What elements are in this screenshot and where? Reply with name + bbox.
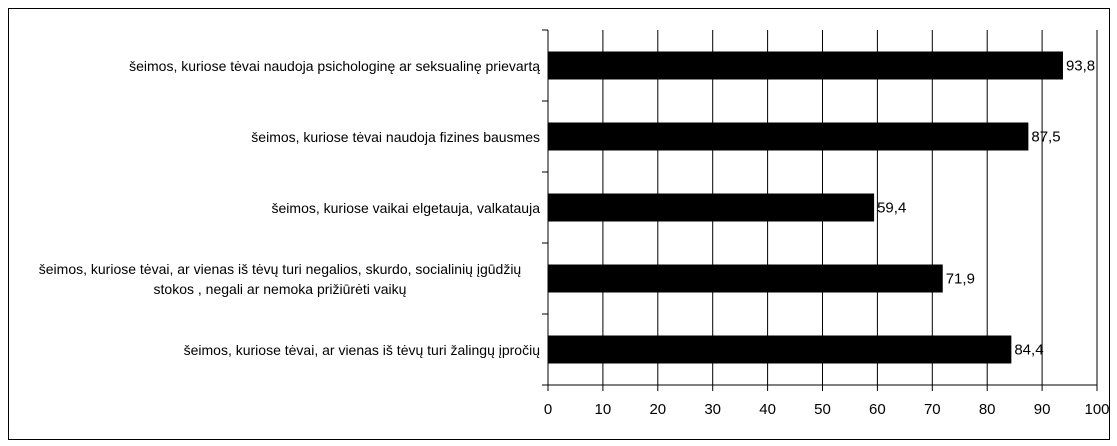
x-tick-label: 90 [1034, 401, 1051, 418]
x-tick-label: 30 [704, 401, 721, 418]
y-tick-label: šeimos, kuriose tėvai naudoja fizines ba… [251, 128, 540, 145]
category-label-box: šeimos, kuriose tėvai, ar vienas iš tėvų… [10, 249, 540, 309]
value-label: 71,9 [946, 270, 975, 287]
x-tick-label: 20 [649, 401, 666, 418]
y-tick-label: šeimos, kuriose tėvai naudoja psichologi… [129, 57, 540, 74]
frame [8, 8, 1110, 440]
value-label: 59,4 [877, 199, 906, 216]
x-tick-label: 60 [869, 401, 886, 418]
bar [548, 193, 875, 222]
x-tick-label: 10 [595, 401, 612, 418]
value-label: 93,8 [1066, 57, 1095, 74]
y-tick-label: šeimos, kuriose vaikai elgetauja, valkat… [271, 199, 540, 216]
x-tick-label: 100 [1084, 401, 1109, 418]
y-tick-label: šeimos, kuriose tėvai, ar vienas iš tėvų… [38, 260, 522, 297]
bar [548, 51, 1063, 80]
y-tick-label: šeimos, kuriose tėvai, ar vienas iš tėvų… [183, 341, 540, 358]
x-tick-label: 70 [924, 401, 941, 418]
value-label: 87,5 [1031, 128, 1060, 145]
category-label-box: šeimos, kuriose tėvai naudoja fizines ba… [10, 107, 540, 167]
x-tick-label: 0 [544, 401, 552, 418]
bar [548, 264, 943, 293]
x-tick-label: 50 [814, 401, 831, 418]
bar [548, 335, 1012, 364]
bar [548, 122, 1029, 151]
category-label-box: šeimos, kuriose vaikai elgetauja, valkat… [10, 178, 540, 238]
category-label-box: šeimos, kuriose tėvai, ar vienas iš tėvų… [10, 320, 540, 380]
x-tick-label: 40 [759, 401, 776, 418]
category-label-box: šeimos, kuriose tėvai naudoja psichologi… [10, 36, 540, 96]
value-label: 84,4 [1014, 341, 1043, 358]
x-tick-label: 80 [979, 401, 996, 418]
